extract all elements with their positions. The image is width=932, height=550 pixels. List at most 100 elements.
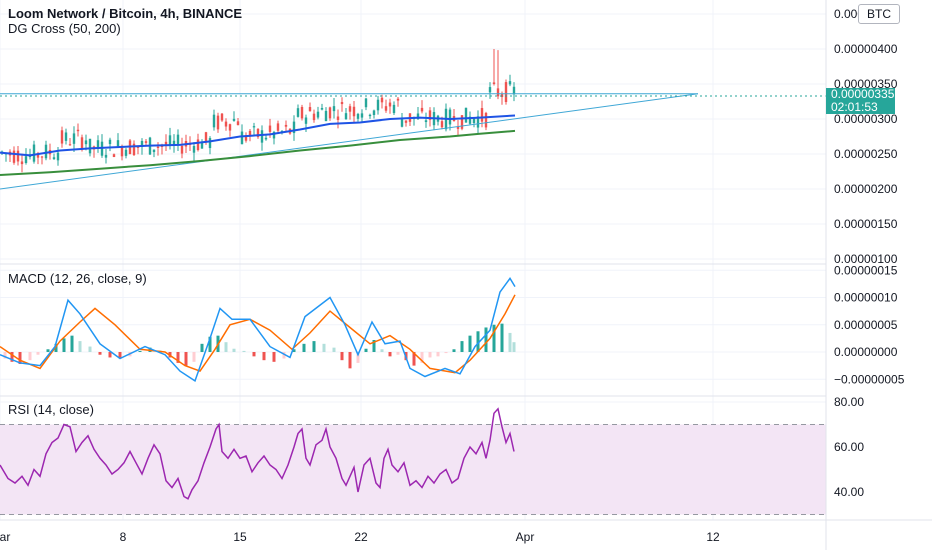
macd-histogram-bar (252, 352, 256, 357)
candle-body (472, 118, 476, 124)
candle-body (400, 119, 404, 127)
signal-line (0, 294, 516, 374)
candle-body (68, 144, 72, 146)
time-tick-label: 12 (706, 530, 720, 544)
candle-body (508, 81, 512, 85)
candle-body (292, 121, 296, 134)
candle-body (416, 113, 420, 120)
ma-indicator-label: DG Cross (50, 200) (8, 21, 121, 36)
candle-body (240, 131, 244, 145)
macd-histogram-bar (444, 352, 448, 354)
candle-body (72, 133, 76, 144)
macd-histogram-bar (118, 352, 122, 359)
macd-histogram-bar (388, 352, 392, 357)
candle-body (256, 128, 260, 138)
ma-slow-line (0, 129, 516, 176)
candle-body (12, 150, 16, 163)
candle-body (104, 154, 108, 158)
candle-body (164, 141, 168, 146)
price-tick-label: 0.00000100 (834, 252, 898, 266)
macd-histogram-bar (452, 349, 456, 352)
candle-body (284, 124, 288, 127)
candle-body (80, 137, 84, 149)
candle-body (328, 107, 332, 119)
candle-body (40, 156, 44, 158)
currency-badge[interactable]: BTC (858, 4, 900, 24)
candle-body (340, 102, 344, 105)
candle-body (276, 123, 280, 131)
price-tick-label: 0.00000150 (834, 217, 898, 231)
ascending-trendline[interactable] (0, 93, 699, 190)
macd-line (0, 277, 516, 383)
candle-body (476, 116, 480, 128)
macd-histogram-bar (492, 324, 496, 352)
candle-body (396, 98, 400, 101)
macd-pane (0, 277, 516, 383)
ma-fast-line (0, 114, 516, 157)
candle-body (300, 106, 304, 119)
macd-histogram-bar (302, 343, 306, 352)
candle-body (512, 86, 516, 95)
macd-histogram-bar (476, 331, 480, 352)
time-tick-label: Apr (516, 530, 535, 544)
chart-title: Loom Network / Bitcoin, 4h, BINANCE DG C… (8, 6, 242, 36)
candle-body (204, 132, 208, 142)
candle-body (496, 88, 500, 97)
candle-body (392, 104, 396, 114)
macd-histogram-bar (292, 349, 296, 352)
macd-histogram-bar (272, 352, 276, 362)
macd-histogram-bar (356, 352, 360, 363)
macd-tick-label: 0.00000010 (834, 291, 898, 305)
candle-body (296, 108, 300, 117)
macd-histogram-bar (364, 348, 368, 352)
macd-histogram-bar (3, 352, 7, 359)
candle-body (60, 130, 64, 144)
candle-body (376, 99, 380, 111)
candle-body (324, 110, 328, 122)
macd-histogram-bar (208, 336, 212, 352)
macd-histogram-bar (28, 352, 32, 361)
candle-body (96, 140, 100, 149)
macd-histogram-bar (484, 327, 488, 352)
candle-body (224, 121, 228, 127)
candle-body (312, 113, 316, 121)
candle-body (440, 121, 444, 128)
macd-histogram-bar (88, 346, 92, 352)
candle-body (64, 132, 68, 141)
macd-histogram-bar (468, 335, 472, 352)
candle-body (132, 143, 136, 156)
candle-body (84, 140, 88, 145)
axis-labels: 0.000004500.000004000.000003500.00000300… (0, 7, 905, 544)
candle-body (156, 146, 160, 148)
macd-histogram-bar (70, 335, 74, 352)
candle-body (464, 107, 468, 123)
candle-body (192, 146, 196, 153)
candle-body (112, 154, 116, 157)
candle-body (228, 124, 232, 131)
macd-histogram-bar (242, 350, 246, 352)
macd-histogram-bar (348, 352, 352, 369)
macd-histogram-bar (460, 341, 464, 352)
candle-body (492, 82, 496, 84)
macd-histogram-bar (428, 352, 432, 358)
candle-body (316, 111, 320, 118)
macd-tick-label: 0.00000005 (834, 318, 898, 332)
candle-body (428, 110, 432, 120)
candle-body (388, 102, 392, 107)
macd-histogram-bar (340, 352, 344, 361)
candle-body (308, 107, 312, 112)
candle-body (484, 112, 488, 128)
time-tick-label: 22 (354, 530, 368, 544)
macd-histogram-bar (312, 341, 316, 352)
candle-body (24, 156, 28, 163)
candle-body (88, 138, 92, 154)
macd-histogram-bar (200, 343, 204, 352)
macd-histogram-bar (224, 342, 228, 352)
macd-histogram-bar (332, 347, 336, 352)
candle-body (168, 135, 172, 147)
candle-body (248, 130, 252, 136)
rsi-band (0, 424, 826, 515)
macd-histogram-bar (176, 352, 180, 363)
candle-body (448, 109, 452, 125)
